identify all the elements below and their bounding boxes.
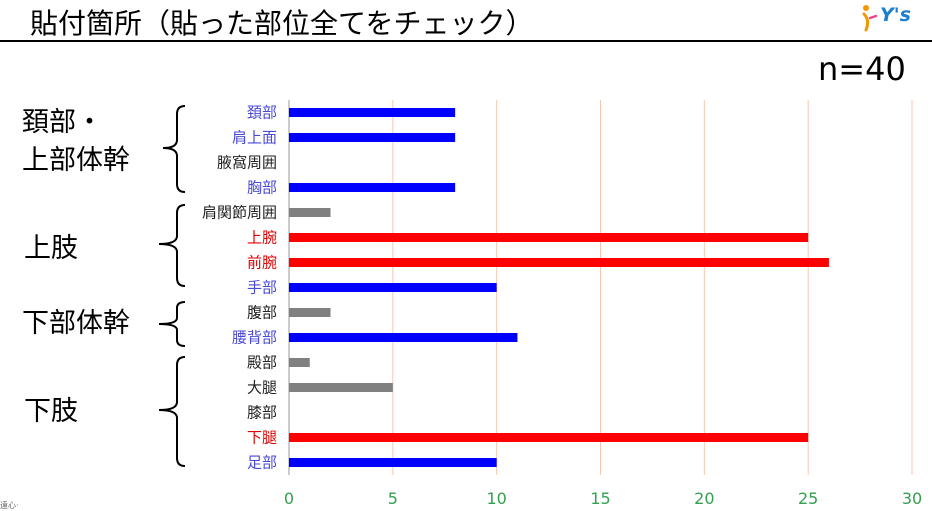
bar xyxy=(289,183,456,192)
group-label-lower-limb: 下肢 xyxy=(24,393,78,431)
group-label-line: 下部体幹 xyxy=(22,308,130,339)
bar xyxy=(289,133,456,142)
x-tick-label: 10 xyxy=(486,489,506,508)
bar xyxy=(289,358,310,367)
bar xyxy=(289,208,331,217)
footnote: 遠心· xyxy=(0,501,19,510)
category-label: 下腿 xyxy=(247,429,277,447)
bar xyxy=(289,433,809,442)
group-brackets xyxy=(158,105,186,467)
title-divider xyxy=(0,40,932,42)
group-label-upper-limb: 上肢 xyxy=(24,230,78,268)
bar xyxy=(289,458,497,467)
bar xyxy=(289,333,518,342)
category-label: 肩関節周囲 xyxy=(202,204,277,222)
category-label: 頚部 xyxy=(247,104,277,122)
category-label: 殿部 xyxy=(247,354,277,372)
bar xyxy=(289,308,331,317)
bar xyxy=(289,108,456,117)
ys-logo-icon xyxy=(862,5,878,32)
category-label: 上腕 xyxy=(247,229,277,247)
category-label: 胸部 xyxy=(247,179,277,197)
sample-size-label: n=40 xyxy=(818,50,906,88)
bracket-neck-upper-trunk xyxy=(162,105,186,193)
category-label: 大腿 xyxy=(247,379,277,397)
bar xyxy=(289,233,809,242)
category-label: 腰背部 xyxy=(232,329,277,347)
category-label: 肩上面 xyxy=(232,129,277,147)
bracket-lower-trunk xyxy=(158,301,186,347)
category-label: 腋窩周囲 xyxy=(217,154,277,172)
category-label: 膝部 xyxy=(247,404,277,422)
x-tick-label: 0 xyxy=(284,489,294,508)
group-label-line: 下肢 xyxy=(24,396,78,427)
group-label-neck-upper-trunk: 頚部・ 上部体幹 xyxy=(22,104,130,180)
group-label-line: 上部体幹 xyxy=(22,145,130,176)
group-label-line: 頚部・ xyxy=(22,107,103,138)
x-tick-label: 5 xyxy=(388,489,398,508)
x-tick-label: 15 xyxy=(590,489,610,508)
bar xyxy=(289,383,393,392)
x-tick-label: 25 xyxy=(798,489,818,508)
bracket-upper-limb xyxy=(158,204,186,287)
group-label-line: 上肢 xyxy=(24,233,78,264)
group-label-lower-trunk: 下部体幹 xyxy=(22,305,130,343)
category-label: 足部 xyxy=(247,454,277,472)
x-tick-label: 30 xyxy=(902,489,922,508)
bracket-lower-limb xyxy=(158,356,186,467)
bars xyxy=(289,108,829,467)
category-label: 手部 xyxy=(247,279,277,297)
x-tick-labels: 0 5 10 15 20 25 30 xyxy=(284,489,922,508)
bar xyxy=(289,283,497,292)
category-label: 腹部 xyxy=(247,304,277,322)
x-tick-label: 20 xyxy=(694,489,714,508)
logo-text: Y's xyxy=(880,4,911,26)
category-label: 前腕 xyxy=(247,254,277,272)
page-title: 貼付箇所（貼った部位全てをチェック） xyxy=(30,7,534,40)
bar xyxy=(289,258,829,267)
